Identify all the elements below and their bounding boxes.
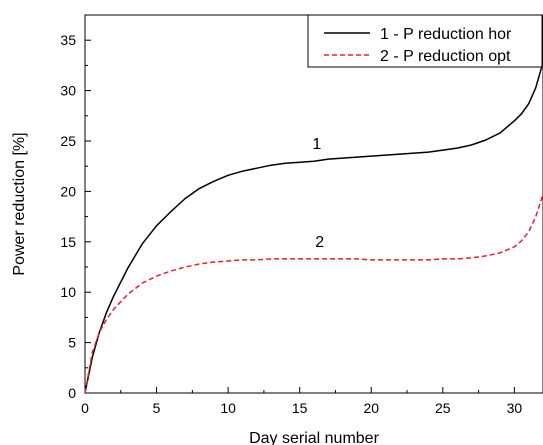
legend-label-1: 1 - P reduction hor [380, 26, 512, 43]
legend-label-2: 2 - P reduction opt [380, 48, 511, 65]
x-tick-label: 0 [81, 400, 89, 416]
x-tick-label: 30 [507, 400, 523, 416]
x-tick-label: 25 [435, 400, 451, 416]
x-axis-title: Day serial number [249, 430, 380, 445]
series-line-1 [84, 62, 543, 394]
y-tick-label: 30 [60, 83, 76, 99]
y-tick-label: 5 [68, 335, 76, 351]
y-tick-label: 20 [60, 183, 76, 199]
curve-annotation-1: 1 [312, 136, 321, 153]
y-tick-label: 25 [60, 133, 76, 149]
x-tick-label: 20 [363, 400, 379, 416]
curve-annotation-2: 2 [315, 234, 324, 251]
y-axis-title: Power reduction [%] [11, 132, 28, 275]
x-tick-label: 10 [220, 400, 236, 416]
legend: 1 - P reduction hor 2 - P reduction opt [307, 14, 543, 68]
y-tick-label: 15 [60, 234, 76, 250]
axis-ticks: 0 5 10 15 20 25 30 0 5 10 15 20 25 30 35 [60, 32, 522, 416]
x-tick-label: 5 [153, 400, 161, 416]
series-layer [84, 62, 543, 394]
legend-box [307, 14, 543, 68]
x-tick-label: 15 [292, 400, 308, 416]
y-tick-label: 0 [68, 385, 76, 401]
y-tick-label: 35 [60, 32, 76, 48]
plot-frame [84, 14, 543, 394]
annotation-layer: 12 [312, 136, 324, 251]
series-line-2 [84, 194, 543, 394]
y-tick-label: 10 [60, 284, 76, 300]
